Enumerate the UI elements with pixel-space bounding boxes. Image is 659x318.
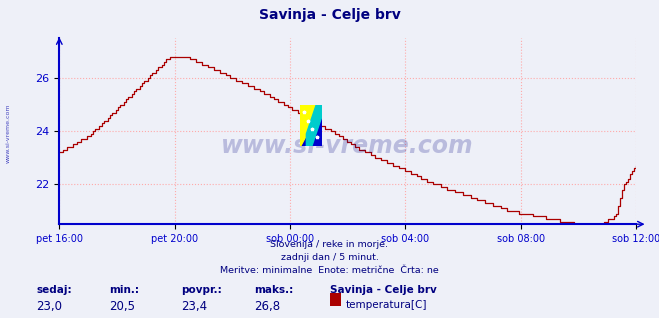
Text: 23,4: 23,4: [181, 300, 208, 313]
Text: povpr.:: povpr.:: [181, 285, 222, 294]
Text: www.si-vreme.com: www.si-vreme.com: [221, 134, 474, 158]
Text: zadnji dan / 5 minut.: zadnji dan / 5 minut.: [281, 253, 378, 262]
Text: maks.:: maks.:: [254, 285, 293, 294]
Text: 26,8: 26,8: [254, 300, 280, 313]
Polygon shape: [300, 105, 322, 146]
Text: Savinja - Celje brv: Savinja - Celje brv: [330, 285, 436, 294]
Text: Meritve: minimalne  Enote: metrične  Črta: ne: Meritve: minimalne Enote: metrične Črta:…: [220, 266, 439, 274]
Text: Slovenija / reke in morje.: Slovenija / reke in morje.: [270, 240, 389, 249]
Text: temperatura[C]: temperatura[C]: [345, 300, 427, 309]
Text: www.si-vreme.com: www.si-vreme.com: [5, 104, 11, 163]
Text: 20,5: 20,5: [109, 300, 134, 313]
Text: Savinja - Celje brv: Savinja - Celje brv: [258, 8, 401, 22]
Text: sedaj:: sedaj:: [36, 285, 72, 294]
Polygon shape: [306, 105, 322, 146]
Text: min.:: min.:: [109, 285, 139, 294]
Text: 23,0: 23,0: [36, 300, 62, 313]
